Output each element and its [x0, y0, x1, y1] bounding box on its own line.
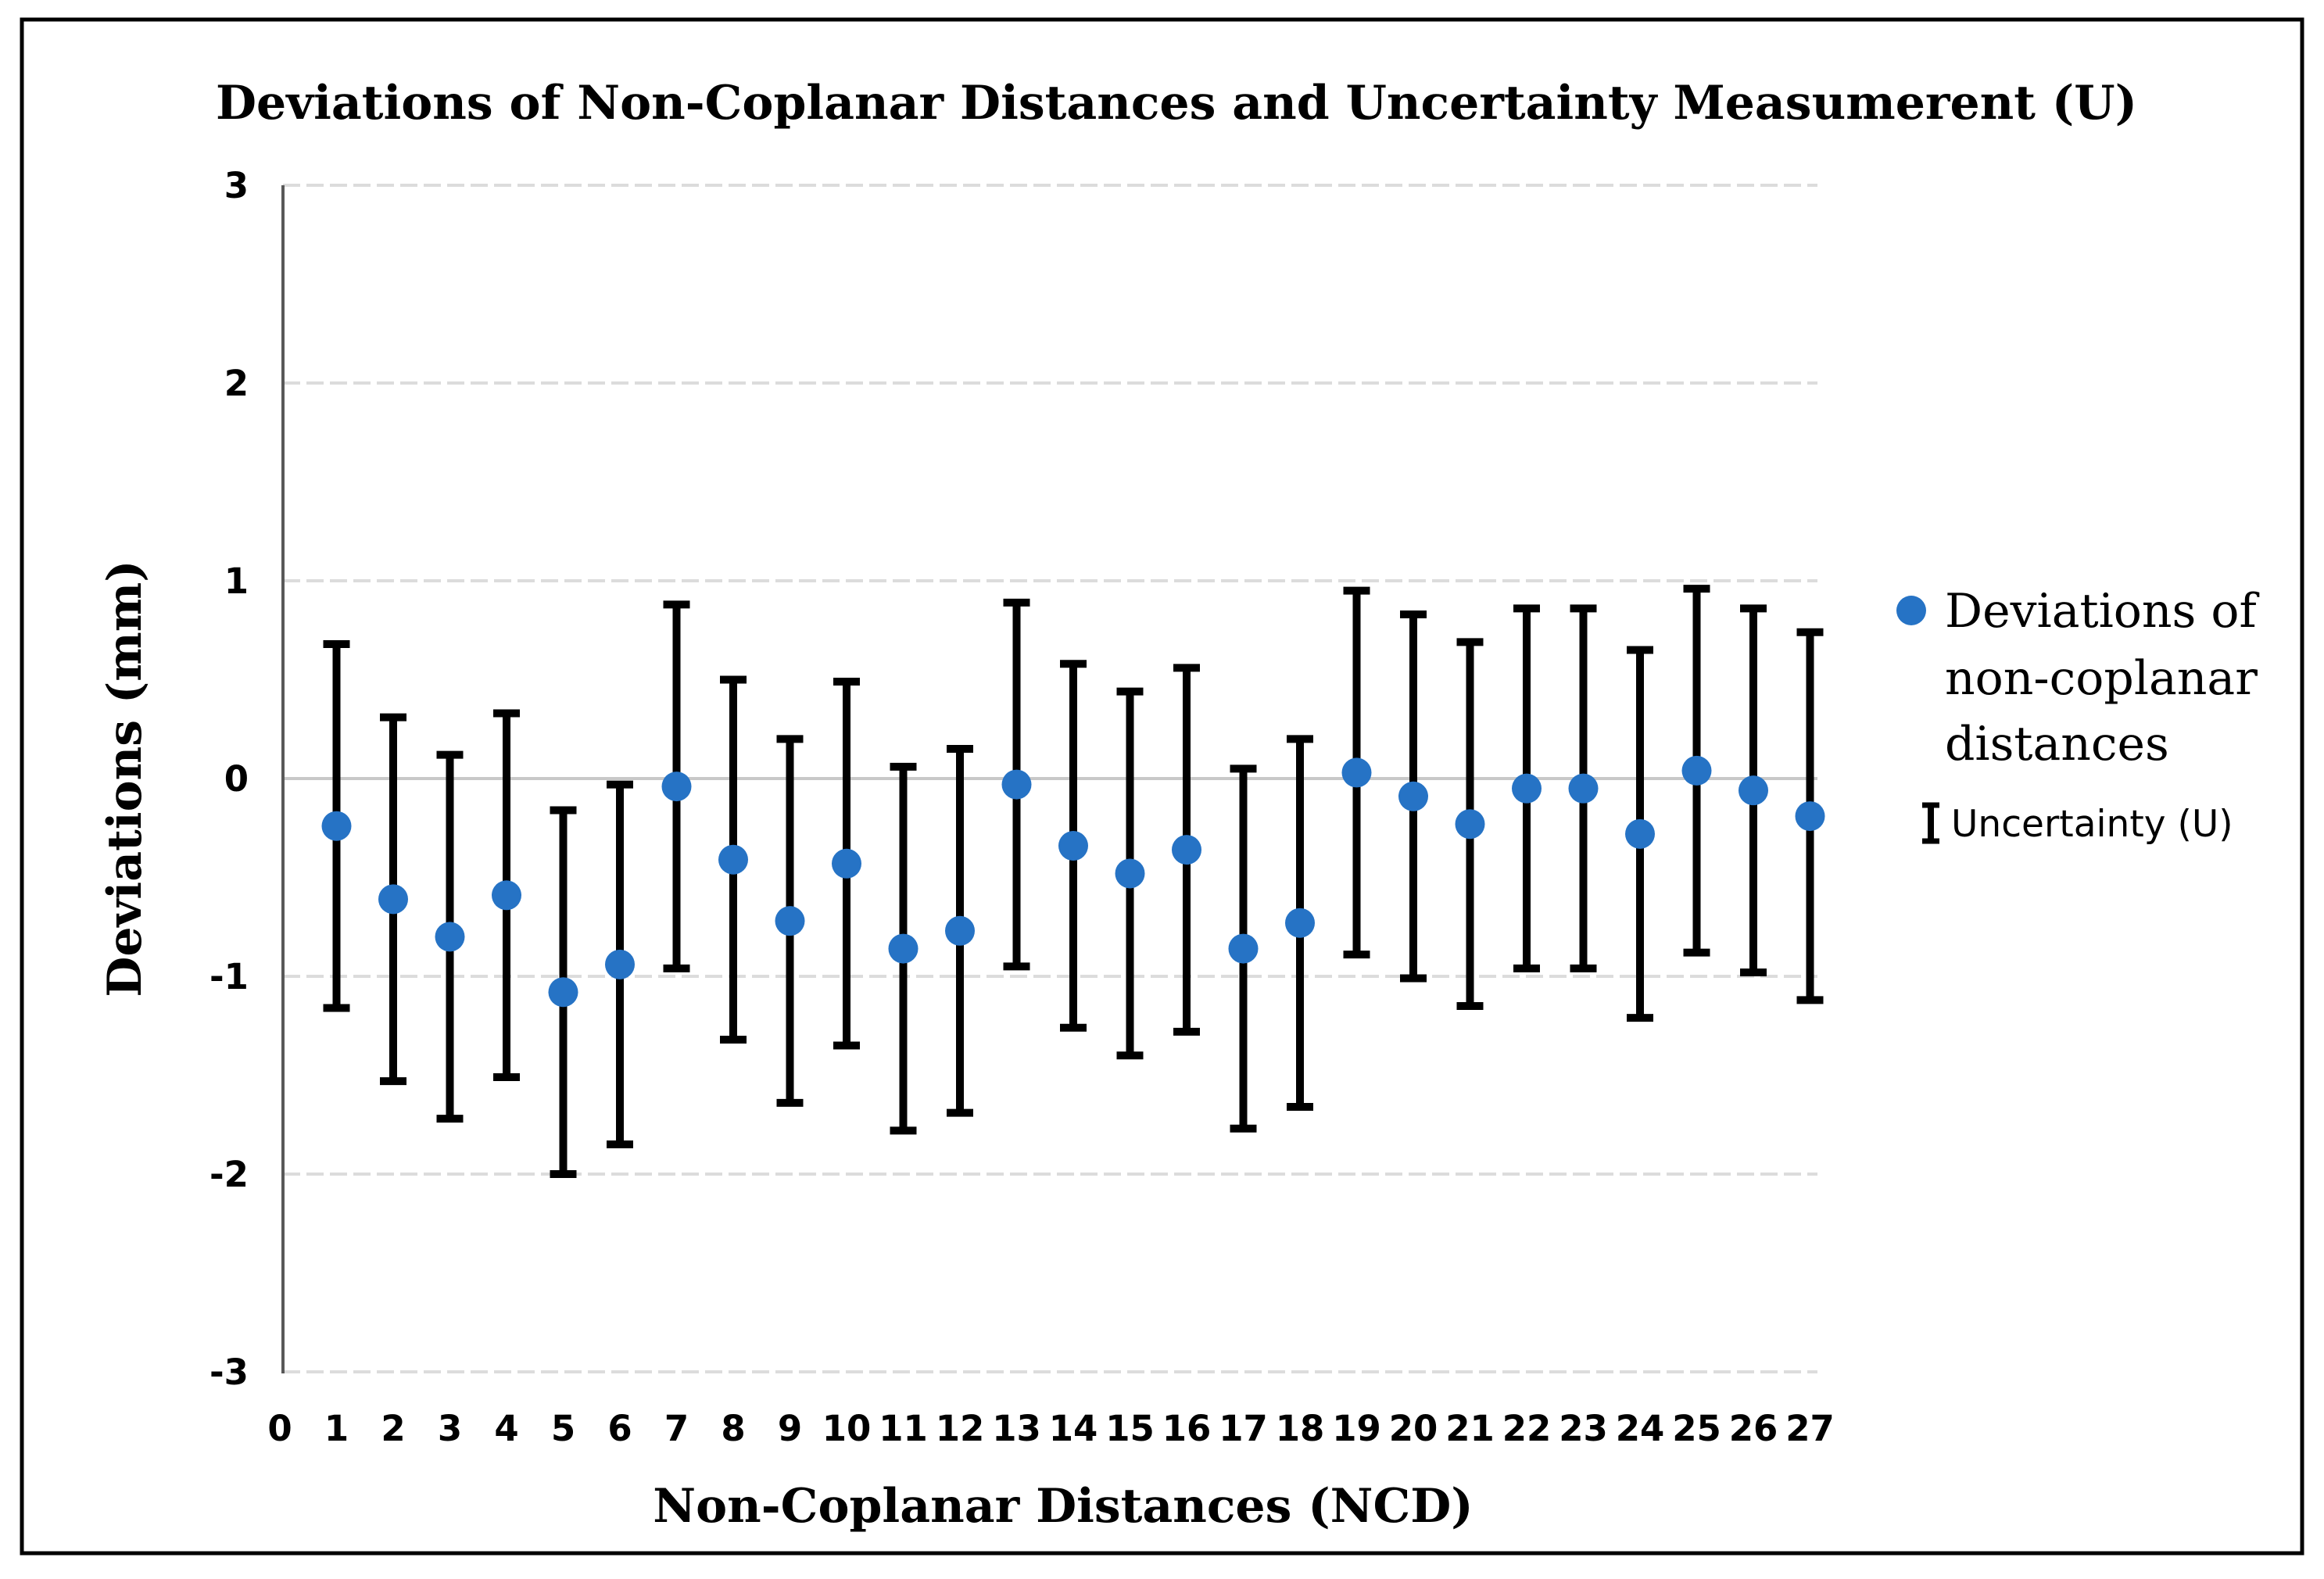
x-tick-label: 6	[607, 1408, 632, 1449]
data-point-marker	[1795, 801, 1825, 832]
data-point-marker	[605, 949, 635, 979]
y-tick-label: -3	[209, 1352, 249, 1393]
data-point-marker	[1115, 858, 1145, 889]
data-point-marker	[1568, 773, 1599, 804]
data-point-marker	[1739, 775, 1768, 806]
legend-deviations-line3: distances	[1945, 717, 2169, 772]
y-tick-label: -1	[209, 956, 249, 997]
y-axis-title: Deviations (mm)	[98, 560, 152, 997]
x-tick-label: 23	[1559, 1408, 1608, 1449]
y-tick-label: 0	[224, 758, 249, 800]
x-tick-label: 26	[1729, 1408, 1778, 1449]
x-axis-title: Non-Coplanar Distances (NCD)	[653, 1479, 1473, 1534]
data-point-marker	[1681, 755, 1712, 786]
x-tick-label: 0	[267, 1408, 292, 1449]
figure-border	[20, 17, 2304, 1556]
data-point-marker	[1172, 835, 1201, 865]
x-tick-label: 13	[992, 1408, 1041, 1449]
x-tick-label: 9	[778, 1408, 802, 1449]
data-point-marker	[378, 884, 408, 915]
x-tick-label: 16	[1162, 1408, 1212, 1449]
x-tick-label: 4	[494, 1408, 518, 1449]
x-tick-label: 8	[721, 1408, 745, 1449]
data-point-marker	[1341, 757, 1372, 788]
legend-deviations-line1: Deviations of	[1945, 584, 2260, 639]
y-tick-label: -2	[209, 1154, 249, 1195]
x-tick-label: 5	[551, 1408, 575, 1449]
chart-title: Deviations of Non-Coplanar Distances and…	[216, 76, 2137, 131]
data-point-marker	[321, 811, 352, 841]
x-tick-label: 14	[1049, 1408, 1098, 1449]
legend: Deviations of non-coplanar distances Unc…	[1896, 584, 2260, 846]
data-point-marker	[1285, 908, 1315, 938]
data-point-marker	[888, 933, 918, 964]
data-point-marker	[661, 772, 692, 802]
x-tick-label: 7	[664, 1408, 689, 1449]
x-tick-label: 25	[1672, 1408, 1721, 1449]
data-point-marker	[1228, 933, 1259, 964]
legend-errorbar-icon	[1922, 802, 1939, 844]
x-tick-label: 18	[1276, 1408, 1325, 1449]
x-tick-label: 17	[1219, 1408, 1268, 1449]
data-point-marker	[775, 906, 805, 936]
x-tick-label: 22	[1502, 1408, 1552, 1449]
x-tick-label: 10	[822, 1408, 872, 1449]
data-point-marker	[435, 922, 465, 952]
x-tick-label: 20	[1389, 1408, 1438, 1449]
data-point-marker	[945, 915, 975, 946]
x-tick-label: 2	[381, 1408, 405, 1449]
x-tick-label: 3	[438, 1408, 462, 1449]
legend-marker-icon	[1896, 596, 1926, 625]
y-tick-label: 3	[224, 165, 249, 206]
x-tick-label: 24	[1616, 1408, 1665, 1449]
x-tick-label: 21	[1445, 1408, 1495, 1449]
data-point-marker	[492, 880, 521, 911]
data-point-marker	[1455, 809, 1485, 840]
data-point-marker	[1512, 773, 1542, 804]
y-tick-label: 1	[224, 560, 249, 602]
data-point-marker	[548, 977, 578, 1008]
data-point-marker	[718, 844, 748, 875]
x-tick-label: 19	[1332, 1408, 1381, 1449]
data-point-marker	[1398, 781, 1428, 811]
x-tick-label: 15	[1105, 1408, 1155, 1449]
y-tick-label: 2	[224, 363, 249, 404]
legend-deviations-line2: non-coplanar	[1945, 651, 2258, 706]
x-tick-label: 12	[936, 1408, 985, 1449]
data-point-marker	[832, 848, 861, 879]
x-tick-label: 27	[1785, 1408, 1835, 1449]
data-point-marker	[1001, 769, 1032, 800]
x-tick-label: 11	[879, 1408, 928, 1449]
legend-uncertainty-label: Uncertainty (U)	[1951, 803, 2233, 846]
x-tick-label: 1	[324, 1408, 349, 1449]
data-point-marker	[1625, 818, 1655, 849]
data-point-marker	[1058, 831, 1088, 861]
